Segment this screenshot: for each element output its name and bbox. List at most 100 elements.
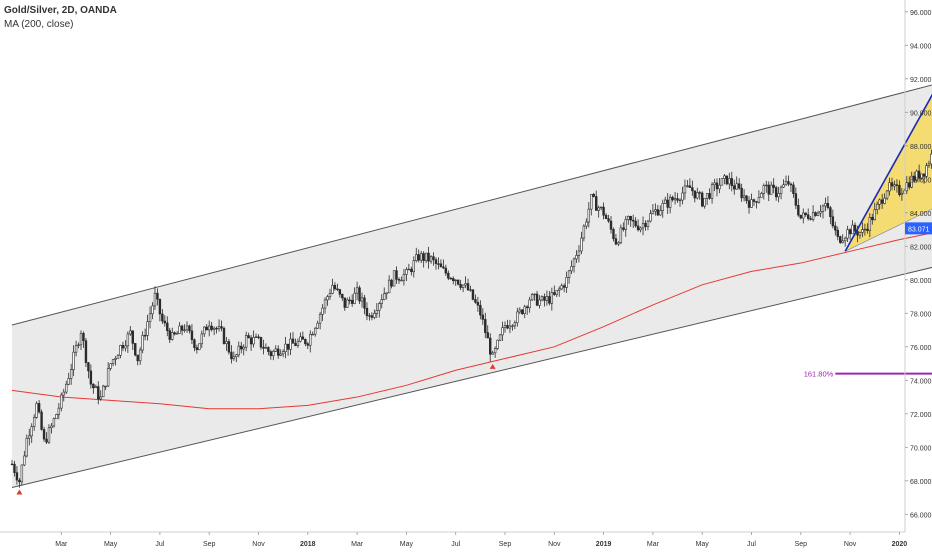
- candle-body: [836, 229, 839, 237]
- candle-body: [582, 225, 586, 239]
- candle-body: [427, 252, 430, 262]
- y-tick-label: 80.000: [910, 278, 932, 285]
- candle: [45, 432, 48, 444]
- candle: [839, 235, 842, 244]
- candle: [269, 349, 273, 360]
- candle: [609, 215, 613, 234]
- candle: [634, 217, 637, 228]
- candle-body: [819, 211, 822, 214]
- indicator-label[interactable]: MA (200, close): [4, 19, 74, 30]
- candle: [770, 181, 773, 195]
- candle: [375, 303, 379, 319]
- candle: [723, 173, 726, 185]
- candle: [476, 296, 480, 312]
- candle: [230, 345, 233, 364]
- candle-body: [195, 347, 199, 351]
- candle-body: [580, 237, 583, 252]
- candle-body: [249, 337, 253, 345]
- candle: [244, 331, 248, 352]
- candle-body: [375, 310, 379, 314]
- candle: [871, 213, 874, 225]
- candle: [720, 178, 724, 186]
- candle: [802, 208, 805, 224]
- candle-body: [50, 425, 53, 429]
- y-tick-label: 76.000: [910, 345, 932, 352]
- candle: [419, 250, 423, 264]
- candle-body: [858, 232, 862, 236]
- candle-body: [629, 216, 632, 221]
- candle: [806, 208, 810, 221]
- candle-body: [816, 212, 820, 217]
- candle-body: [296, 340, 300, 346]
- candle: [715, 178, 719, 197]
- candle-body: [358, 287, 361, 302]
- candle: [523, 304, 526, 319]
- candle-body: [368, 315, 371, 317]
- candle: [57, 402, 61, 420]
- candle-body: [148, 313, 152, 322]
- candle-body: [419, 253, 423, 261]
- x-tick-label: Sep: [499, 541, 512, 548]
- candle-body: [281, 351, 285, 355]
- candle-body: [106, 368, 110, 387]
- candle: [567, 269, 571, 284]
- candle: [111, 359, 115, 367]
- candle: [79, 330, 83, 351]
- candle: [161, 309, 164, 324]
- candle-body: [728, 178, 731, 185]
- candle: [489, 333, 492, 362]
- symbol-title[interactable]: Gold/Silver, 2D, OANDA: [4, 5, 117, 16]
- candle-body: [794, 193, 798, 206]
- candle-body: [383, 293, 386, 300]
- candle: [415, 247, 418, 263]
- candle: [671, 195, 674, 202]
- candle-body: [622, 227, 625, 230]
- candle-body: [597, 207, 600, 211]
- candle-body: [102, 385, 105, 398]
- y-tick-label: 66.000: [910, 512, 932, 519]
- candle: [447, 270, 450, 281]
- candle-body: [412, 260, 415, 273]
- candle-body: [498, 334, 502, 341]
- candle: [163, 315, 167, 327]
- candle-body: [35, 403, 38, 418]
- candle: [607, 214, 610, 223]
- candle: [530, 292, 534, 302]
- channel-lower-line: [11, 266, 932, 488]
- candle-body: [567, 270, 571, 278]
- candle-body: [284, 343, 287, 352]
- candle-body: [348, 299, 351, 302]
- candles-group: [10, 149, 932, 488]
- candle-body: [528, 299, 531, 309]
- x-tick-label: 2020: [892, 541, 908, 548]
- candle-body: [415, 254, 418, 261]
- candle: [912, 171, 916, 183]
- candle: [23, 450, 26, 467]
- last-price-label: 83.071: [908, 226, 930, 233]
- candle: [355, 281, 359, 301]
- candle: [676, 192, 679, 203]
- candle-body: [417, 254, 420, 261]
- candle: [333, 282, 337, 291]
- candle-body: [62, 391, 65, 396]
- candle: [92, 383, 95, 394]
- candle: [87, 361, 90, 379]
- candle-body: [262, 346, 265, 349]
- candle-body: [252, 337, 255, 345]
- x-tick-label: 2019: [596, 541, 612, 548]
- x-tick-label: 2018: [300, 541, 316, 548]
- candle: [787, 175, 790, 187]
- candle-body: [535, 293, 539, 306]
- candle-body: [171, 332, 174, 340]
- candle: [225, 337, 228, 351]
- candle: [725, 175, 729, 186]
- candle-body: [42, 429, 46, 440]
- candle-body: [175, 333, 179, 335]
- candle: [922, 173, 926, 184]
- candle-body: [121, 345, 125, 349]
- channel-upper-line: [11, 84, 932, 326]
- candle: [50, 422, 53, 434]
- candle: [713, 178, 716, 192]
